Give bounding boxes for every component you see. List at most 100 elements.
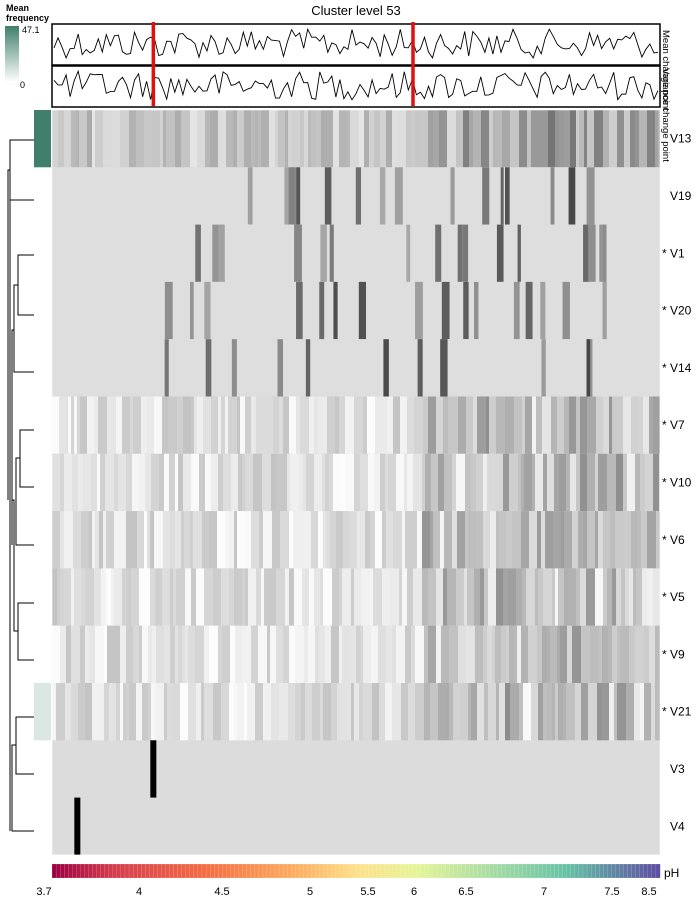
heatmap-cell [244,110,251,168]
heatmap-cell [325,453,329,512]
heatmap-cell [452,453,456,512]
heatmap-cell [360,511,365,569]
legend-title-line1: Mean [6,3,29,13]
heatmap-cell [486,396,489,454]
heatmap-cell [354,683,359,741]
ph-color-cell [189,863,195,879]
heatmap-cell [244,683,247,741]
heatmap-cell [272,511,280,569]
heatmap-cell [374,110,380,168]
heatmap-cell [212,224,219,282]
heatmap-cell [295,683,301,741]
ph-color-cell [364,863,369,879]
heatmap-cell [484,683,488,741]
heatmap-cell [603,224,607,282]
heatmap-cell [415,110,420,168]
heatmap-cell [294,224,302,282]
heatmap-cell [526,568,535,626]
heatmap-cell [441,625,449,683]
heatmap-cell [540,110,548,168]
heatmap-cell [411,625,415,683]
ph-color-cell [566,863,572,879]
ph-color-cell [477,863,483,879]
heatmap-cell [329,453,333,512]
heatmap-cell [537,511,541,569]
heatmap-cell [80,625,85,683]
heatmap-cell [221,110,226,168]
heatmap-cell [422,568,428,626]
heatmap-cell [211,453,218,512]
heatmap-cell [559,110,564,168]
heatmap-cell [659,453,660,512]
heatmap-cell [633,568,636,626]
heatmap-cell [583,224,590,282]
ph-color-cell [246,863,251,879]
heatmap-cell [331,625,339,683]
ph-color-cell [400,863,406,879]
heatmap-cell [198,625,204,683]
heatmap-cell [309,568,314,626]
heatmap-cell [326,511,330,569]
row-label: * V1 [662,246,685,260]
heatmap-cell [138,453,145,512]
ph-color-cell [574,863,580,879]
heatmap-cell [311,511,318,569]
ph-color-cell [291,863,296,879]
heatmap-cell [273,396,279,454]
ph-color-cell [412,863,418,879]
heatmap-cell [204,625,209,683]
ph-color-cell [132,863,138,879]
heatmap-cell [363,683,372,741]
heatmap-cell [453,683,460,741]
ph-color-cell [635,863,641,879]
heatmap-cell [279,396,283,454]
row-label: * V9 [662,647,685,661]
heatmap-cell [436,568,443,626]
heatmap-cell [247,167,253,225]
heatmap-cell [644,683,651,741]
heatmap-cell [256,396,264,454]
legend-max-label: 47.1 [22,25,40,35]
ph-color-cell [68,863,73,879]
heatmap-cell [423,396,428,454]
heatmap-cell [436,625,441,683]
heatmap-cell [52,625,60,683]
heatmap-cell [406,110,411,168]
heatmap-cell [65,396,68,454]
ph-color-cell [108,863,114,879]
heatmap-cell [360,453,368,512]
ph-color-cell [258,863,264,879]
heatmap-cell [422,511,430,569]
heatmap-cell [89,625,95,683]
heatmap-cell [609,110,617,168]
heatmap-cell [525,396,532,454]
heatmap-cell [456,110,463,168]
heatmap-cell [564,396,569,454]
heatmap-cell [475,625,483,683]
ph-color-bar [51,863,661,879]
heatmap-cell [379,167,386,225]
heatmap-cell [169,453,175,512]
heatmap-cell [156,625,164,683]
heatmap-cell [258,625,267,683]
heatmap-cell [643,396,649,454]
heatmap-cell [519,110,527,168]
heatmap-cell [119,568,122,626]
heatmap-cell [452,396,458,454]
heatmap-cell [223,453,231,512]
heatmap-cell [314,396,318,454]
heatmap-cell [513,281,520,340]
heatmap-cell [142,683,148,741]
heatmap-cell [270,625,276,683]
heatmap-cell [378,625,386,683]
heatmap-cell [594,110,603,168]
row-label: V3 [670,762,685,776]
dendrogram-branch [11,744,34,832]
heatmap-cell [323,568,332,626]
heatmap-cell [245,453,253,512]
heatmap-cell [513,625,517,683]
heatmap-cell [405,511,408,569]
heatmap-cell [191,396,194,454]
heatmap-cell [603,110,609,168]
ph-color-cell [493,863,499,879]
